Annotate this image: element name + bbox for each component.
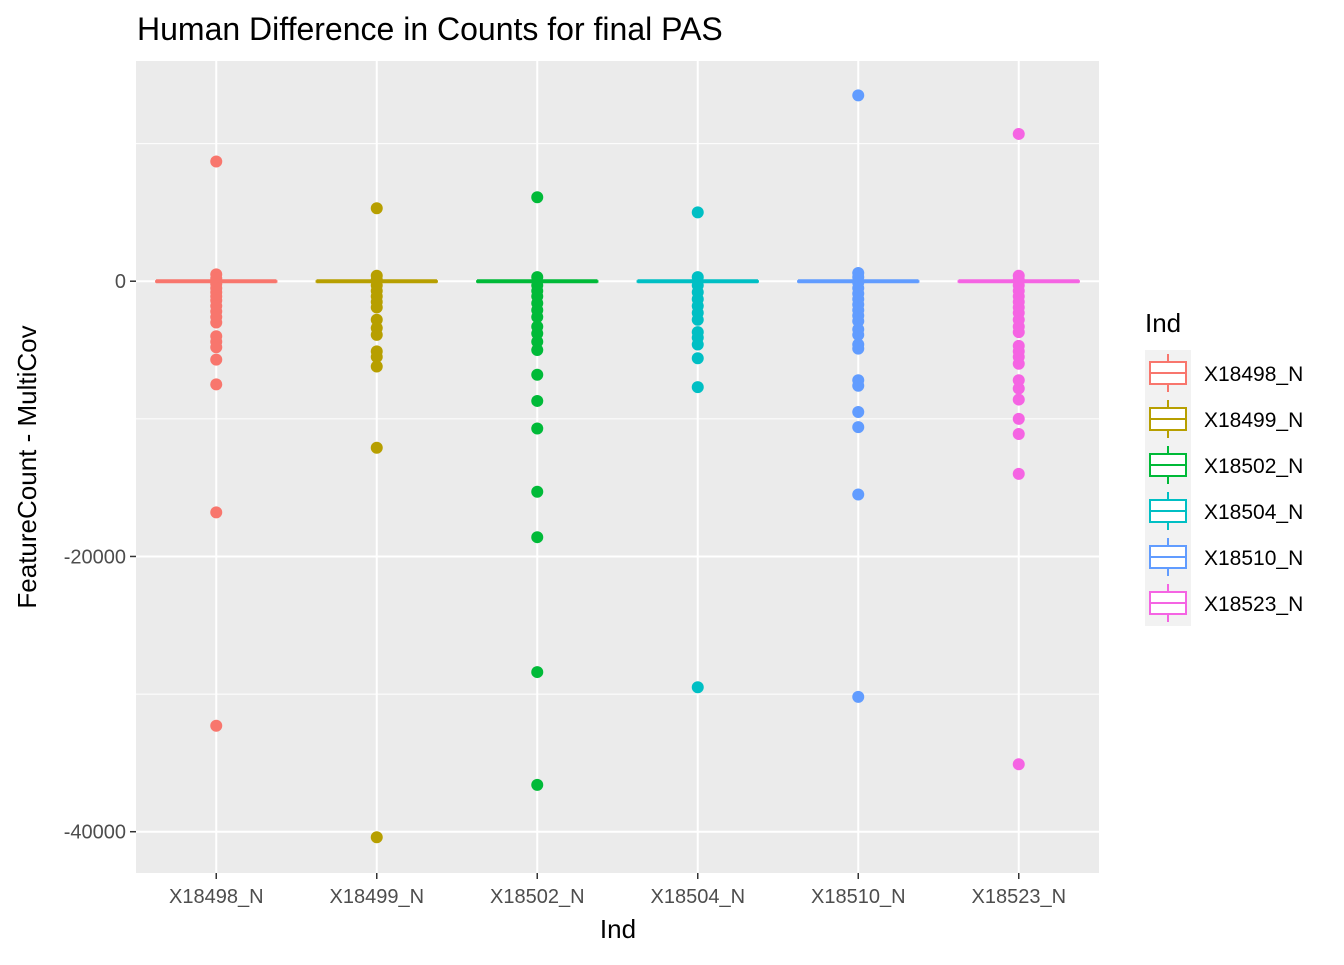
outlier-point (1012, 382, 1025, 395)
x-tick-label: X18498_N (169, 886, 264, 908)
outlier-point (370, 441, 383, 454)
outlier-point (370, 301, 383, 314)
legend-item: X18510_N (1145, 534, 1303, 580)
legend-label: X18523_N (1204, 593, 1303, 616)
y-axis-ticks: -40000 -20000 0 (64, 271, 136, 844)
outlier-point (852, 405, 865, 418)
legend-label: X18499_N (1204, 409, 1303, 432)
legend-label: X18504_N (1204, 501, 1303, 524)
outlier-point (1012, 374, 1025, 387)
legend-label: X18498_N (1204, 363, 1303, 386)
plot-panel (136, 61, 1099, 873)
legend-item: X18498_N (1145, 350, 1303, 396)
boxplot-x18502-n (476, 191, 599, 791)
outlier-point (691, 313, 704, 326)
outlier-point (370, 328, 383, 341)
outlier-point (210, 506, 223, 519)
outlier-point (531, 191, 544, 204)
outlier-point (852, 342, 865, 355)
x-tick-label: X18502_N (490, 886, 585, 908)
outlier-point (1012, 758, 1025, 771)
outlier-point (1012, 467, 1025, 480)
boxplot-x18498-n (155, 155, 278, 732)
legend-label: X18510_N (1204, 547, 1303, 570)
boxplot-x18523-n (957, 127, 1080, 771)
legend-item: X18502_N (1145, 442, 1303, 488)
y-tick-label: -40000 (64, 822, 126, 844)
outlier-point (531, 778, 544, 791)
outlier-point (531, 368, 544, 381)
outlier-point (370, 313, 383, 326)
boxplot-marks (155, 89, 1080, 844)
outlier-point (531, 344, 544, 357)
boxplot-x18510-n (797, 89, 920, 703)
y-tick-label: -20000 (64, 546, 126, 568)
outlier-point (1012, 427, 1025, 440)
outlier-point (852, 379, 865, 392)
outlier-point (531, 394, 544, 407)
y-axis-title: FeatureCount - MultiCov (12, 325, 42, 608)
grid-lines (136, 61, 1099, 873)
x-tick-label: X18499_N (329, 886, 424, 908)
y-tick-label: 0 (115, 271, 126, 293)
outlier-point (370, 360, 383, 373)
boxplot-x18499-n (315, 202, 438, 844)
outlier-point (370, 831, 383, 844)
outlier-point (531, 335, 544, 348)
outlier-point (691, 338, 704, 351)
outlier-point (210, 378, 223, 391)
boxplot-x18504-n (636, 206, 759, 694)
legend-title: Ind (1145, 308, 1181, 338)
outlier-point (531, 422, 544, 435)
legend-item: X18504_N (1145, 488, 1303, 534)
outlier-point (370, 350, 383, 363)
x-axis-ticks: X18498_N X18499_N X18502_N X18504_N X18510_N… (169, 873, 1066, 908)
x-tick-label: X18510_N (811, 886, 906, 908)
outlier-point (531, 531, 544, 544)
outlier-point (852, 488, 865, 501)
outlier-point (691, 681, 704, 694)
outlier-point (370, 202, 383, 215)
outlier-point (852, 89, 865, 102)
outlier-point (531, 485, 544, 498)
chart-title: Human Difference in Counts for final PAS (137, 11, 723, 47)
outlier-point (531, 271, 544, 284)
x-tick-label: X18523_N (971, 886, 1066, 908)
outlier-point (691, 271, 704, 284)
legend-label: X18502_N (1204, 455, 1303, 478)
outlier-point (852, 315, 865, 328)
legend: X18498_N X18499_N X18502_N X18504_N X18510_N… (1145, 350, 1303, 626)
outlier-point (210, 316, 223, 329)
outlier-point (852, 421, 865, 434)
outlier-point (1012, 127, 1025, 140)
outlier-point (531, 310, 544, 323)
outlier-point (1012, 357, 1025, 370)
outlier-point (210, 353, 223, 366)
x-axis-title: Ind (600, 914, 636, 944)
outlier-point (852, 328, 865, 341)
outlier-point (691, 206, 704, 219)
outlier-point (852, 690, 865, 703)
outlier-point (210, 719, 223, 732)
outlier-point (1012, 326, 1025, 339)
outlier-point (531, 666, 544, 679)
outlier-point (1012, 393, 1025, 406)
legend-item: X18523_N (1145, 580, 1303, 626)
x-tick-label: X18504_N (650, 886, 745, 908)
legend-item: X18499_N (1145, 396, 1303, 442)
outlier-point (691, 381, 704, 394)
outlier-point (1012, 412, 1025, 425)
outlier-point (531, 327, 544, 340)
outlier-point (210, 155, 223, 168)
outlier-point (210, 341, 223, 354)
outlier-point (691, 352, 704, 365)
